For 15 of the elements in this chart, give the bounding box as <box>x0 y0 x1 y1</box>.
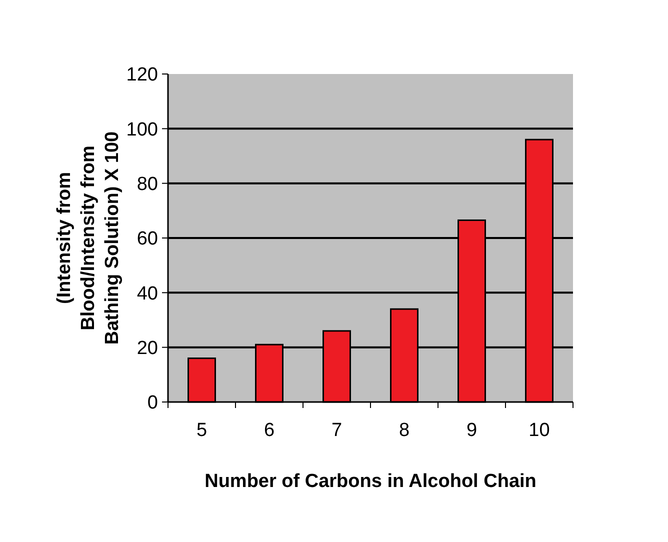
x-tick-label: 5 <box>196 420 208 441</box>
x-tick-label: 9 <box>466 420 478 441</box>
y-tick-label: 0 <box>147 392 158 414</box>
y-tick-label: 60 <box>136 228 158 250</box>
x-tick-label: 10 <box>528 420 550 441</box>
x-tick-label: 6 <box>264 420 275 441</box>
y-tick-label: 20 <box>136 338 158 359</box>
x-tick-label: 7 <box>331 420 342 441</box>
x-axis-title: Number of Carbons in Alcohol Chain <box>204 471 536 492</box>
y-tick-label: 80 <box>136 174 158 195</box>
y-tick-label: 40 <box>136 283 158 304</box>
y-axis-title: (Intensity from Blood/Intensity from Bathing Solution) X 100 <box>54 131 123 345</box>
y-tick-label: 100 <box>126 119 158 140</box>
x-tick-label: 8 <box>398 420 410 441</box>
y-tick-label: 120 <box>126 64 158 86</box>
